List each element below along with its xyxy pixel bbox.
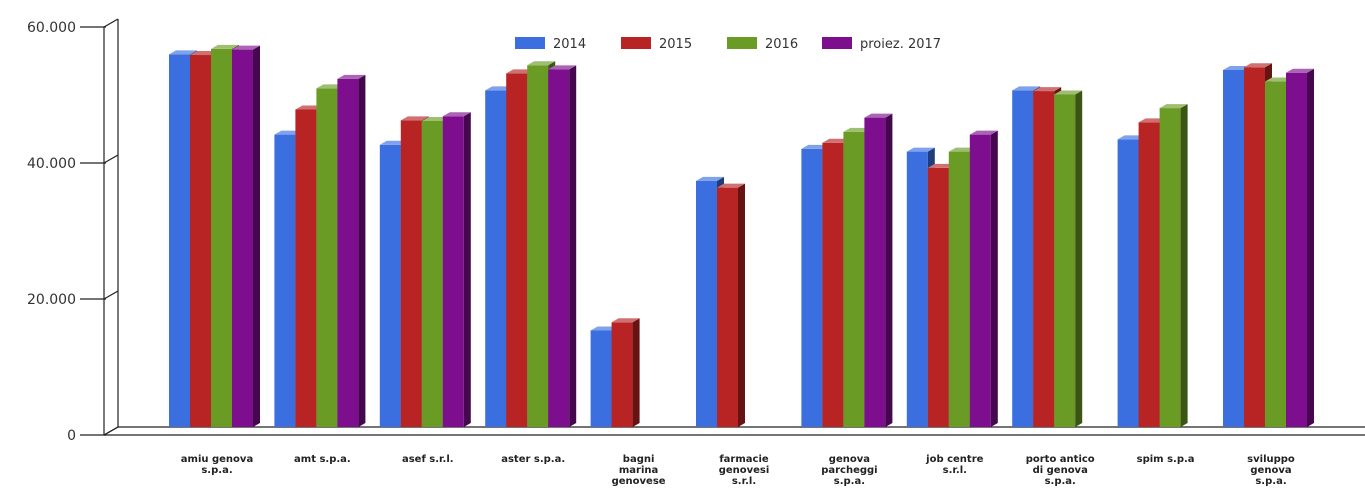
legend-swatch — [727, 37, 757, 49]
bar — [611, 318, 640, 427]
legend-swatch — [822, 37, 852, 49]
y-tick-label: 0 — [67, 428, 76, 444]
legend-label: proiez. 2017 — [860, 37, 941, 52]
bar — [717, 183, 745, 427]
y-tick-label: 60.000 — [27, 20, 76, 36]
y-tick-diagonal — [103, 426, 119, 436]
x-category-label: spim s.p.a — [1137, 454, 1195, 465]
legend-label: 2015 — [659, 37, 692, 52]
bar — [442, 112, 471, 428]
x-axis-labels: amiu genova s.p.a. amt s.p.a. asef s.r.l. as… — [181, 454, 1295, 487]
legend-item: proiez. 2017 — [822, 37, 941, 52]
bar — [337, 74, 366, 427]
chart-legend: 2014 2015 2016 proiez. 2017 — [515, 37, 941, 52]
bar — [864, 113, 893, 427]
legend-item: 2015 — [621, 37, 692, 52]
y-tick-label: 20.000 — [27, 292, 76, 308]
x-category-label: asef s.r.l. — [402, 454, 454, 465]
x-category-label: job centre s.r.l. — [925, 454, 983, 476]
legend-label: 2014 — [553, 37, 586, 52]
x-category-label: amiu genova s.p.a. — [181, 454, 253, 476]
legend-label: 2016 — [765, 37, 798, 52]
x-category-label: sviluppo genova s.p.a. — [1247, 454, 1295, 487]
legend-swatch — [515, 37, 545, 49]
legend-swatch — [621, 37, 651, 49]
y-tick-diagonal — [103, 154, 119, 164]
y-tick-diagonal — [103, 18, 119, 28]
x-category-label: aster s.p.a. — [501, 454, 565, 465]
legend-item: 2014 — [515, 37, 586, 52]
x-category-label: porto antico di genova s.p.a. — [1026, 454, 1095, 487]
legend-item: 2016 — [727, 37, 798, 52]
bar — [232, 45, 260, 427]
y-tick-label: 40.000 — [27, 156, 76, 172]
y-tick-diagonal — [103, 290, 119, 300]
x-category-label: farmacie genovesi s.r.l. — [719, 454, 770, 487]
x-category-label: amt s.p.a. — [294, 454, 351, 465]
x-category-label: bagni marina genovese — [612, 454, 666, 487]
bar — [1159, 104, 1188, 427]
bar — [969, 130, 998, 427]
chart-bars — [169, 44, 1314, 428]
y-axis-ticks: 0 20.000 40.000 60.000 — [27, 18, 119, 444]
bar — [1286, 68, 1314, 427]
bar — [1054, 90, 1083, 427]
x-category-label: genova parcheggi s.p.a. — [821, 454, 877, 487]
bar — [548, 65, 577, 427]
